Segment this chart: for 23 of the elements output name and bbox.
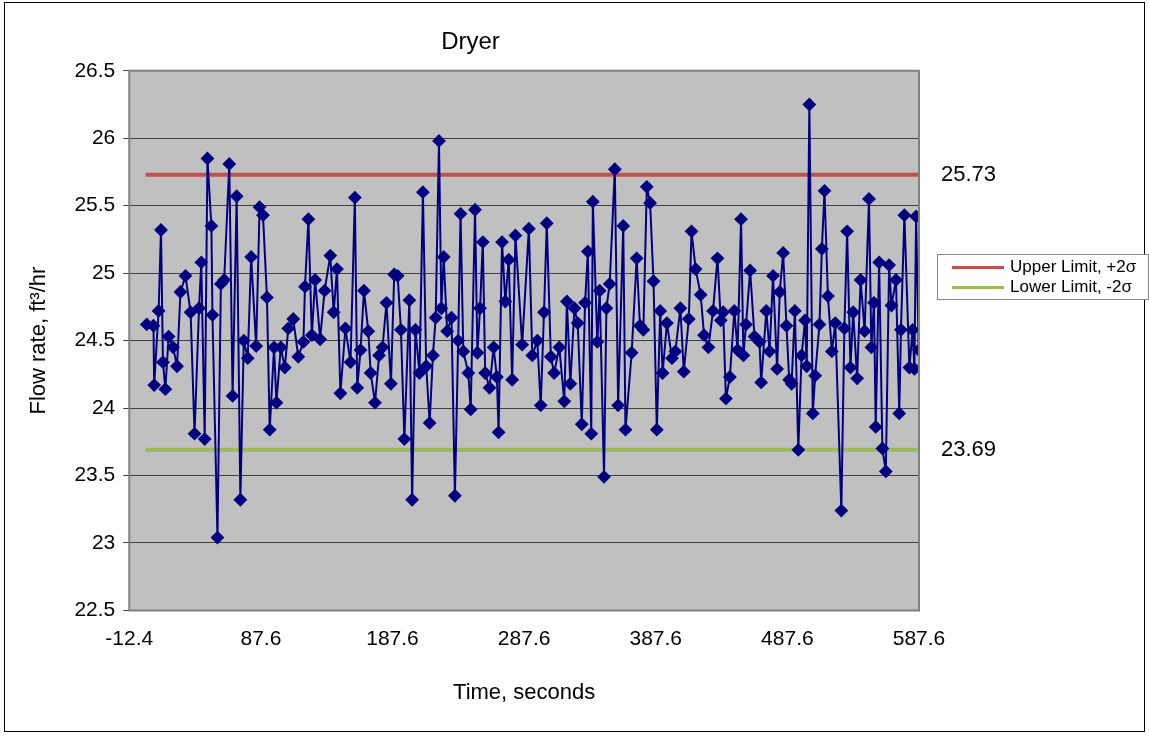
y-tick-label: 23.5 [74, 462, 116, 486]
x-tick-label: 587.6 [892, 625, 946, 649]
x-tick-label: 187.6 [366, 625, 419, 649]
y-tick-label: 26.5 [74, 57, 116, 81]
chart-title: Dryer [441, 27, 500, 55]
x-tick-label: 487.6 [761, 625, 814, 649]
y-axis-title: Flow rate, ft³/hr [25, 266, 51, 415]
y-tick-label: 24 [91, 394, 116, 418]
x-tick-label: -12.4 [105, 625, 154, 649]
x-tick-label: 287.6 [497, 625, 551, 649]
y-tick-label: 25 [91, 259, 116, 283]
legend-label: Lower Limit, -2σ [1010, 277, 1132, 297]
y-tick-label: 24.5 [74, 327, 116, 351]
y-tick-label: 22.5 [74, 597, 116, 621]
legend-label: Upper Limit, +2σ [1010, 257, 1137, 277]
y-tick-label: 25.5 [74, 192, 116, 216]
x-tick-label: 387.6 [629, 625, 683, 649]
y-tick-label: 23 [91, 529, 116, 553]
x-axis-title: Time, seconds [453, 678, 596, 704]
x-tick-label: 87.6 [240, 625, 282, 649]
data-label: 25.73 [941, 160, 997, 186]
y-tick-label: 26 [91, 125, 116, 149]
data-label: 23.69 [941, 435, 997, 461]
